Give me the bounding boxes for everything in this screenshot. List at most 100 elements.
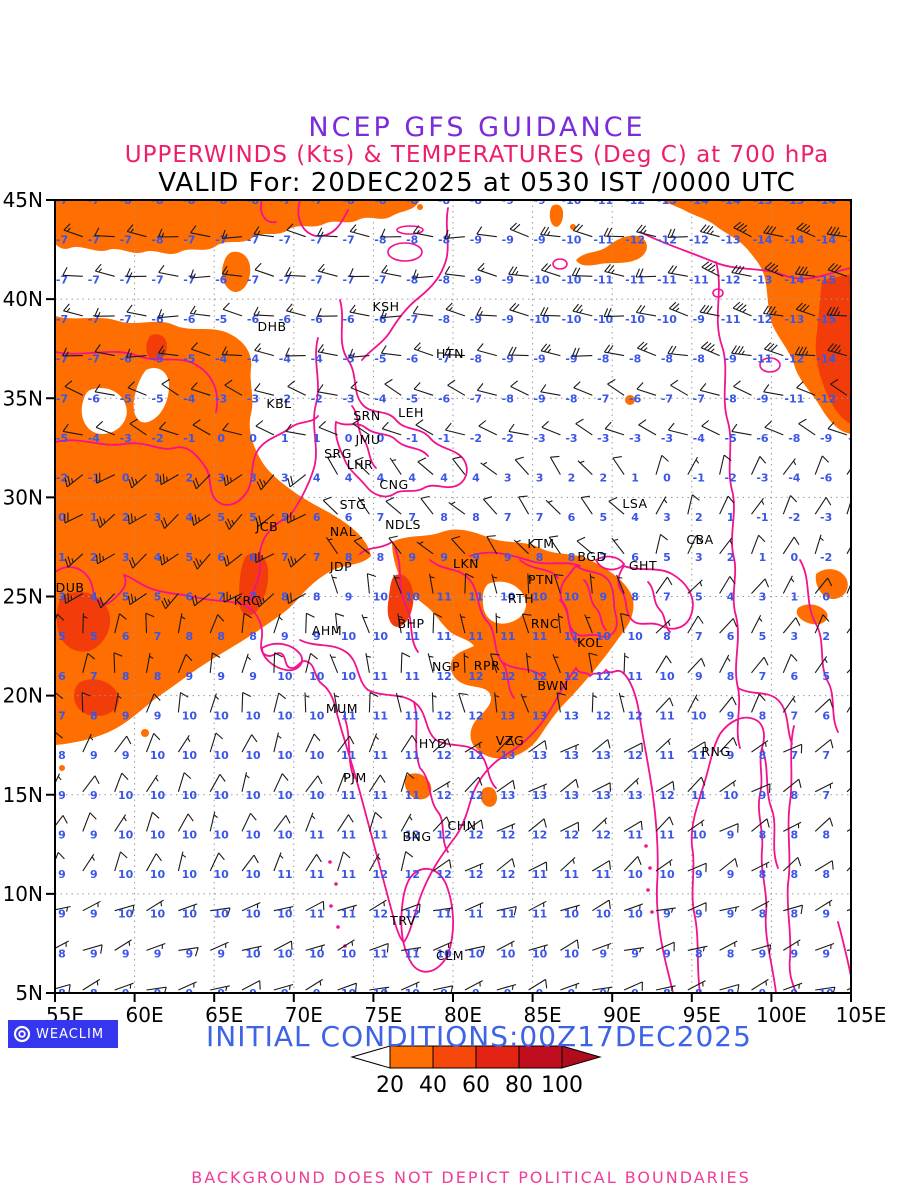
wind-barb [96,553,115,565]
temp-value: 9 [249,987,257,1000]
temp-value: -6 [756,432,769,445]
temp-value: -3 [661,432,673,445]
temp-value: 9 [122,709,130,722]
wind-barb [719,940,738,951]
temp-value: 6 [790,670,798,683]
wind-barb [177,653,193,674]
wind-barb [432,780,451,793]
wind-barb [432,941,452,951]
temp-value: -12 [657,234,677,247]
wind-barb [157,228,179,238]
temp-value: 9 [217,670,225,683]
temp-value: -8 [120,194,132,207]
wind-barb [464,980,483,991]
temp-value: 6 [568,511,576,524]
wind-barb [63,187,83,197]
boundary-line [351,405,377,469]
wind-barb [145,733,161,753]
wind-barb [94,227,115,238]
temp-value: -7 [247,273,259,286]
city-label: GHT [629,558,657,573]
wind-barb [764,262,784,277]
island-dot [650,910,654,914]
temp-value: 13 [596,789,611,802]
wind-barb [814,739,834,753]
temp-value: 8 [854,828,862,841]
temp-value: 3 [695,551,703,564]
wind-barb [655,454,669,475]
temp-value: 11 [309,908,324,921]
wind-barb [573,381,593,396]
wind-barb [114,982,134,991]
wind-barb [548,535,561,555]
shading-region [576,235,647,266]
x-axis-label: 70E [285,1003,323,1027]
city-label: KRC [234,593,261,608]
temp-value: 9 [790,987,798,1000]
temp-value: 9 [727,908,735,921]
wind-barb [412,305,434,317]
wind-barb [491,573,498,594]
temp-value: -7 [279,194,291,207]
wind-barb [560,743,580,753]
wind-barb [540,343,561,357]
temp-value: 0 [822,591,830,604]
wind-barb [521,613,532,634]
wind-barb [255,593,275,608]
temp-value: 2 [90,551,98,564]
temp-value: 9 [122,749,130,762]
temp-value: 10 [341,670,357,683]
shading-region [387,574,414,627]
y-axis-label: 20N [3,684,43,708]
temp-value: 8 [377,551,385,564]
temp-value: 10 [277,709,293,722]
wind-barb [191,513,211,526]
wind-barb [464,741,483,753]
wind-barb [655,738,671,753]
temp-value: -2 [725,472,737,485]
wind-barb [369,942,389,953]
temp-value: 11 [341,828,356,841]
temp-value: -6 [311,313,324,326]
temp-value: -16 [848,273,868,286]
wind-barb [508,346,529,357]
wind-barb [64,380,84,396]
temp-value: 10 [277,828,293,841]
temp-value: -2 [852,591,864,604]
wind-barb [592,986,613,993]
disclaimer-text: BACKGROUND DOES NOT DEPICT POLITICAL BOU… [191,1168,751,1187]
wind-barb [655,941,675,952]
boundary-line [55,350,219,413]
temp-value: 13 [532,789,547,802]
city-label: KSH [372,299,399,314]
temp-value: 11 [309,868,324,881]
boundary-line [261,642,303,672]
wind-barb [254,383,275,396]
city-label: NGP [432,659,460,674]
wind-barb [445,422,466,436]
temp-value: 8 [727,670,735,683]
wind-barb [193,553,211,570]
temp-value: -8 [470,353,482,366]
wind-barb [509,302,529,317]
wind-barb [254,343,275,357]
wind-barb [305,652,318,673]
wind-barb [305,900,325,912]
temp-value: 8 [58,947,66,960]
city-label: TRV [389,913,416,928]
y-axis-label: 15N [3,783,43,807]
wind-barb [380,345,402,357]
wind-barb [798,418,816,436]
wind-barb [432,816,451,832]
temp-value: 7 [790,749,798,762]
wind-barb [305,853,322,872]
temp-value: -7 [406,313,418,326]
temp-value: 8 [759,908,767,921]
temp-value: -11 [689,273,709,286]
boundary-line [361,207,449,361]
wind-barb [384,378,402,396]
wind-barb [589,573,595,594]
wind-barb [382,185,401,197]
wind-barb [514,456,530,475]
temp-value: -15 [816,313,836,326]
